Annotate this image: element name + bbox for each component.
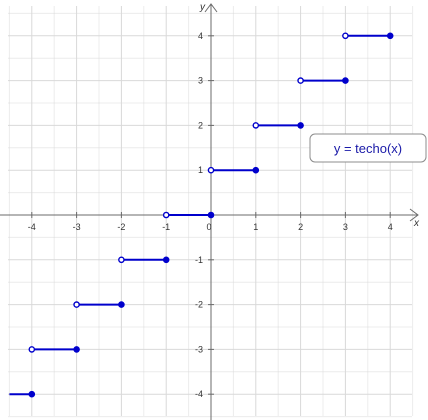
open-point — [118, 256, 125, 264]
x-tick-label: 0 — [206, 222, 211, 232]
x-tick-label: 3 — [343, 222, 348, 232]
closed-point — [28, 390, 36, 398]
open-point — [342, 32, 349, 40]
closed-point — [386, 32, 394, 40]
function-label-box — [309, 133, 427, 163]
x-tick-label: 4 — [388, 222, 393, 232]
open-point — [73, 301, 80, 308]
closed-point — [162, 256, 170, 264]
open-point — [252, 122, 260, 129]
x-tick-label: -4 — [28, 222, 36, 232]
y-tick-label: 2 — [198, 120, 203, 130]
y-tick-label: 3 — [198, 76, 203, 86]
closed-point — [207, 211, 215, 219]
x-tick-label: 1 — [253, 222, 258, 232]
y-tick-label: -3 — [195, 344, 203, 354]
closed-point — [73, 346, 80, 353]
x-axis-label: x — [413, 218, 420, 229]
y-axis-label: y — [199, 2, 206, 13]
x-axis-arrow-icon — [409, 208, 419, 222]
y-tick-label: -2 — [195, 300, 203, 310]
closed-point — [342, 77, 349, 84]
y-tick-label: -4 — [195, 389, 203, 399]
open-point — [162, 211, 170, 219]
x-tick-label: -1 — [162, 222, 170, 232]
y-axis-arrow-icon — [204, 3, 218, 13]
x-tick-label: -2 — [117, 222, 125, 232]
x-tick-label: -3 — [73, 222, 81, 232]
open-point — [28, 346, 36, 353]
closed-point — [118, 301, 125, 308]
open-point — [207, 166, 215, 174]
x-tick-label: 2 — [298, 222, 303, 232]
y-tick-label: 4 — [198, 31, 203, 41]
open-point — [297, 77, 304, 84]
y-tick-label: 1 — [198, 165, 203, 175]
closed-point — [252, 166, 260, 174]
function-label: y = techo(x) — [334, 141, 402, 156]
y-tick-label: -1 — [195, 255, 203, 265]
closed-point — [297, 122, 304, 129]
